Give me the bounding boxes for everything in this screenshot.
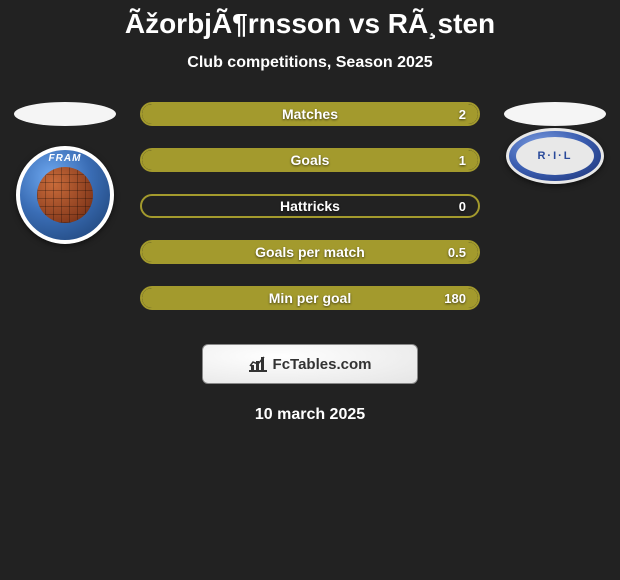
- stat-bar: Min per goal 180: [140, 286, 480, 310]
- stat-bar: Matches 2: [140, 102, 480, 126]
- right-club-badge: R·I·L: [506, 128, 604, 184]
- left-club-badge-ball: [37, 167, 93, 223]
- subtitle: Club competitions, Season 2025: [0, 54, 620, 72]
- right-player-placeholder: [504, 102, 606, 126]
- stat-value-right: 180: [444, 291, 466, 306]
- stats-column: Matches 2 Goals 1 Hattricks 0 Goals per match 0…: [140, 102, 480, 310]
- stat-value-right: 0: [459, 199, 466, 214]
- left-club-badge-text: FRAM: [20, 153, 110, 164]
- stat-value-right: 0.5: [448, 245, 466, 260]
- stat-bar: Goals per match 0.5: [140, 240, 480, 264]
- stat-value-right: 2: [459, 107, 466, 122]
- title: ÃžorbjÃ¶rnsson vs RÃ¸sten: [0, 8, 620, 40]
- stat-bar: Hattricks 0: [140, 194, 480, 218]
- right-player-col: R·I·L: [500, 102, 610, 184]
- stat-bar: Goals 1: [140, 148, 480, 172]
- left-player-col: FRAM: [10, 102, 120, 244]
- right-club-badge-text: R·I·L: [516, 137, 594, 175]
- stat-value-right: 1: [459, 153, 466, 168]
- stat-label: Goals per match: [255, 244, 365, 260]
- comparison-card: ÃžorbjÃ¶rnsson vs RÃ¸sten Club competiti…: [0, 0, 620, 424]
- stat-label: Hattricks: [280, 198, 340, 214]
- chart-icon: [249, 356, 267, 372]
- left-player-placeholder: [14, 102, 116, 126]
- left-club-badge: FRAM: [16, 146, 114, 244]
- stat-label: Matches: [282, 106, 338, 122]
- stat-label: Min per goal: [269, 290, 351, 306]
- content-row: FRAM Matches 2 Goals 1 Hattricks 0 Goals per m…: [0, 102, 620, 310]
- brand-logo: FcTables.com: [202, 344, 418, 384]
- footer-date: 10 march 2025: [0, 406, 620, 424]
- brand-text: FcTables.com: [273, 356, 372, 373]
- stat-label: Goals: [291, 152, 330, 168]
